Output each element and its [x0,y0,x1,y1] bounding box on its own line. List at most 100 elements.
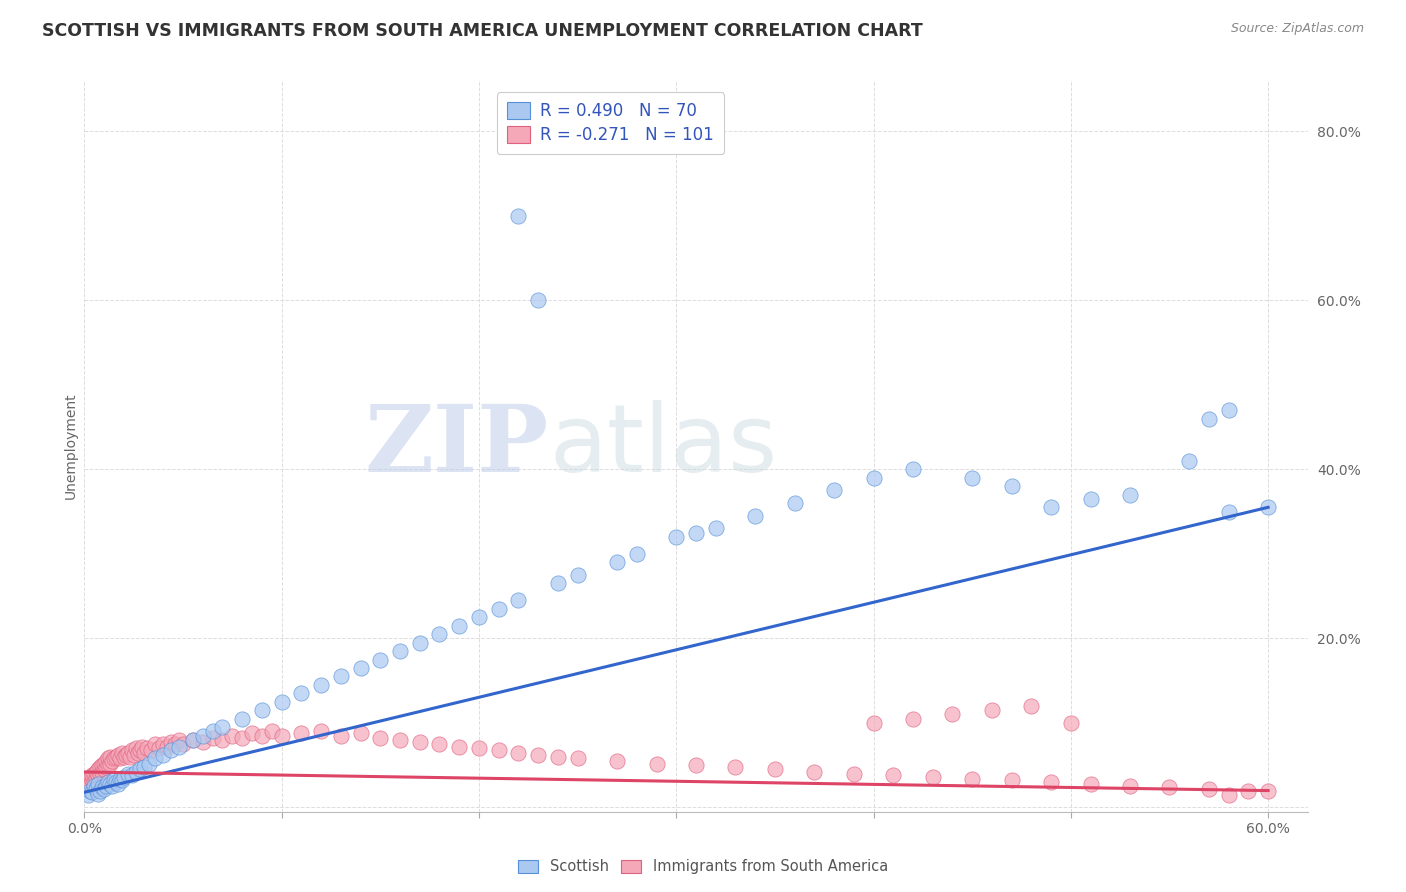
Point [921,770,943,784]
Point [84,781,107,796]
Point [79,771,101,785]
Point [128,763,150,777]
Point [409,734,432,748]
Point [862,715,884,730]
Point [1178,454,1201,468]
Point [1257,783,1279,797]
Point [349,661,371,675]
Point [960,772,983,786]
Point [89,766,111,780]
Point [290,726,312,740]
Point [117,766,139,780]
Point [132,746,155,760]
Point [91,758,114,772]
Point [93,756,115,771]
Point [75,775,97,789]
Point [79,777,101,791]
Point [112,749,135,764]
Point [744,508,766,523]
Point [1080,491,1102,506]
Legend: Scottish, Immigrants from South America: Scottish, Immigrants from South America [512,854,894,880]
Point [112,770,135,784]
Point [547,576,569,591]
Point [1040,775,1063,789]
Point [1080,777,1102,791]
Point [389,644,412,658]
Point [349,726,371,740]
Point [84,764,107,779]
Point [429,737,451,751]
Point [83,775,105,789]
Point [152,737,174,751]
Point [1218,504,1240,518]
Text: ZIP: ZIP [366,401,550,491]
Point [231,712,253,726]
Point [124,741,146,756]
Point [93,763,115,777]
Point [685,758,707,772]
Point [626,547,648,561]
Point [124,764,146,779]
Point [94,760,117,774]
Point [107,777,129,791]
Point [1218,403,1240,417]
Legend: R = 0.490   N = 70, R = -0.271   N = 101: R = 0.490 N = 70, R = -0.271 N = 101 [496,92,724,154]
Point [862,471,884,485]
Point [87,763,110,777]
Point [108,772,131,786]
Point [201,731,224,746]
Point [488,743,510,757]
Point [127,746,149,760]
Point [77,780,100,794]
Point [94,754,117,768]
Point [87,768,110,782]
Point [1237,783,1260,797]
Point [1198,781,1220,796]
Point [547,749,569,764]
Text: atlas: atlas [550,400,778,492]
Point [823,483,845,498]
Point [83,780,105,794]
Point [901,462,924,476]
Point [104,775,127,789]
Point [449,618,471,632]
Point [211,732,233,747]
Point [98,749,121,764]
Point [107,747,129,762]
Point [1218,788,1240,802]
Point [508,746,530,760]
Point [901,712,924,726]
Point [152,747,174,762]
Point [290,686,312,700]
Point [704,521,727,535]
Point [270,729,292,743]
Point [83,766,105,780]
Point [91,764,114,779]
Point [221,729,243,743]
Point [97,775,120,789]
Text: SCOTTISH VS IMMIGRANTS FROM SOUTH AMERICA UNEMPLOYMENT CORRELATION CHART: SCOTTISH VS IMMIGRANTS FROM SOUTH AMERIC… [42,22,922,40]
Point [201,724,224,739]
Point [449,739,471,754]
Point [645,756,668,771]
Point [191,729,214,743]
Point [165,737,187,751]
Point [960,471,983,485]
Point [1119,488,1142,502]
Point [1040,500,1063,515]
Point [1159,780,1181,795]
Point [82,785,104,799]
Point [167,732,190,747]
Point [141,743,163,757]
Point [329,729,352,743]
Point [103,773,125,788]
Point [160,743,183,757]
Point [118,749,141,764]
Point [567,751,589,765]
Point [111,746,134,760]
Point [136,741,159,756]
Point [1060,715,1083,730]
Point [468,610,491,624]
Point [101,754,124,768]
Point [138,756,160,771]
